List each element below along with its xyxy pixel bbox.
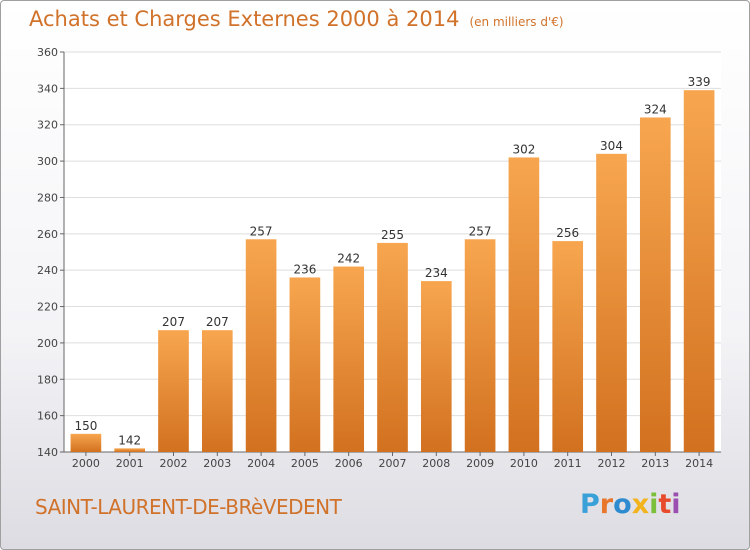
y-tick-label: 360 [37, 46, 58, 59]
proxiti-logo[interactable]: Proxiti [580, 489, 681, 520]
y-tick-label: 180 [37, 373, 58, 386]
title-unit: (en milliers d'€) [469, 15, 564, 29]
logo-letter: t [658, 489, 672, 520]
x-tick-label: 2012 [598, 457, 626, 470]
bar [508, 157, 540, 453]
bar-value-label: 242 [337, 252, 360, 266]
bar-value-label: 234 [425, 266, 448, 280]
logo-letter: P [580, 489, 600, 520]
logo-letter: x [631, 489, 650, 520]
logo-letter: i [649, 489, 659, 520]
bar [333, 266, 365, 452]
bar-value-label: 255 [381, 228, 404, 242]
y-tick-label: 160 [37, 410, 58, 423]
bar [201, 330, 233, 452]
logo-letter: i [671, 489, 681, 520]
bars-layer [70, 90, 715, 453]
bar-value-label: 257 [469, 224, 492, 238]
x-tick-label: 2006 [335, 457, 363, 470]
bar [464, 239, 496, 452]
bar [596, 153, 627, 452]
logo-letter: o [613, 489, 632, 520]
y-tick-label: 200 [37, 337, 58, 350]
bar-value-label: 304 [600, 139, 623, 153]
x-tick-label: 2000 [72, 457, 100, 470]
y-tick-label: 240 [37, 264, 58, 277]
bar [420, 281, 452, 452]
bar-value-label: 339 [688, 75, 711, 89]
bar-value-label: 236 [293, 262, 316, 276]
bar [683, 90, 715, 452]
y-tick-label: 220 [37, 301, 58, 314]
bar [639, 117, 671, 453]
x-tick-label: 2014 [685, 457, 713, 470]
commune-name: SAINT-LAURENT-DE-BRèVEDENT [35, 495, 342, 519]
x-tick-label: 2005 [291, 457, 319, 470]
x-tick-label: 2003 [203, 457, 231, 470]
bar-value-label: 256 [556, 226, 579, 240]
y-tick-label: 280 [37, 191, 58, 204]
labels-layer: 150 2000 142 2001 207 2002 207 2003 257 2004 236 20… [72, 75, 713, 470]
bar [158, 330, 189, 452]
bar [552, 241, 584, 452]
bar-value-label: 207 [162, 315, 185, 329]
y-tick-label: 300 [37, 155, 58, 168]
bar-value-label: 324 [644, 102, 667, 116]
x-tick-label: 2009 [466, 457, 494, 470]
x-tick-label: 2013 [641, 457, 669, 470]
logo-letter: r [599, 489, 614, 520]
bar [377, 242, 408, 452]
y-tick-label: 260 [37, 228, 58, 241]
bar [114, 448, 146, 452]
bar-value-label: 257 [250, 224, 273, 238]
x-tick-label: 2010 [510, 457, 538, 470]
x-tick-label: 2011 [554, 457, 582, 470]
bar-value-label: 207 [206, 315, 229, 329]
bar [70, 433, 102, 452]
bar [289, 277, 321, 452]
y-tick-label: 340 [37, 82, 58, 95]
y-tick-label: 140 [37, 446, 58, 459]
chart-title: Achats et Charges Externes 2000 à 2014 (e… [29, 7, 564, 31]
x-tick-label: 2008 [422, 457, 450, 470]
x-tick-label: 2007 [379, 457, 407, 470]
bar-value-label: 142 [118, 433, 141, 447]
y-tick-label: 320 [37, 119, 58, 132]
bar-value-label: 302 [512, 142, 535, 156]
x-tick-label: 2002 [160, 457, 188, 470]
x-tick-label: 2001 [116, 457, 144, 470]
bar-value-label: 150 [74, 419, 97, 433]
x-tick-label: 2004 [247, 457, 275, 470]
title-text: Achats et Charges Externes 2000 à 2014 [29, 7, 460, 31]
bar [245, 239, 277, 452]
